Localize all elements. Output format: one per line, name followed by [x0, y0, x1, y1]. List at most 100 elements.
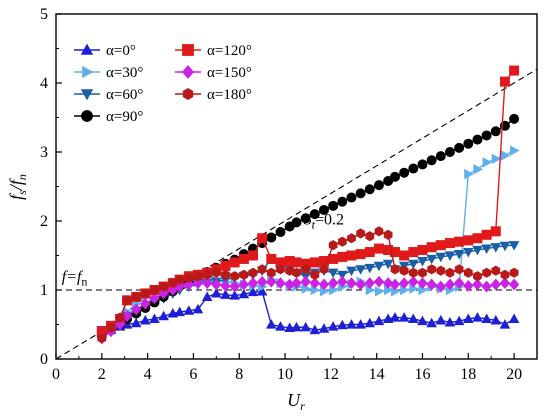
legend-item: α=150°	[175, 65, 252, 81]
legend-marker	[181, 65, 195, 79]
data-point	[490, 226, 501, 237]
data-point	[184, 272, 194, 283]
data-point	[276, 264, 285, 275]
data-point	[472, 245, 483, 256]
data-point	[229, 290, 240, 300]
data-point	[454, 264, 464, 275]
data-point	[491, 153, 502, 165]
legend-item: α=90°	[74, 109, 143, 125]
data-point	[490, 314, 502, 325]
data-point	[473, 163, 483, 175]
data-point	[115, 318, 126, 331]
y-tick-label: 2	[40, 213, 48, 230]
data-point	[318, 278, 330, 291]
data-point	[201, 291, 213, 301]
data-point	[131, 303, 142, 316]
data-point	[509, 65, 520, 76]
x-axis-title: Ur	[287, 390, 305, 413]
data-point	[229, 257, 240, 268]
data-point	[275, 321, 286, 331]
data-point	[481, 280, 492, 293]
data-point	[472, 312, 483, 322]
data-point	[318, 323, 330, 333]
y-axis-title: fs/fn	[6, 174, 29, 200]
data-point	[266, 232, 277, 243]
legend-label: α=60°	[106, 87, 143, 103]
data-point	[266, 253, 277, 264]
legend-item: α=120°	[175, 43, 252, 59]
data-point	[499, 277, 511, 289]
data-point	[426, 242, 437, 253]
x-tick-label: 16	[414, 366, 430, 383]
data-point	[140, 288, 150, 299]
data-point	[364, 184, 375, 195]
data-point	[220, 289, 231, 299]
data-point	[399, 250, 410, 261]
data-point	[211, 288, 222, 298]
data-point	[481, 130, 492, 141]
data-point	[130, 317, 142, 328]
data-point	[453, 315, 465, 326]
data-point	[150, 284, 159, 296]
data-point	[183, 305, 195, 315]
natural-frequency-label: f=fn	[62, 269, 88, 289]
data-point	[256, 285, 268, 296]
data-point	[356, 228, 366, 239]
data-point	[346, 192, 357, 203]
data-point	[373, 315, 385, 326]
data-point	[364, 247, 375, 258]
data-point	[365, 231, 375, 242]
y-tick-label: 1	[40, 282, 48, 299]
data-point	[481, 313, 492, 324]
legend-marker	[182, 44, 194, 56]
legend-label: α=120°	[207, 43, 252, 59]
data-point	[239, 269, 249, 280]
data-point	[337, 270, 348, 281]
data-point	[436, 265, 446, 276]
legend-marker	[80, 43, 94, 55]
data-point	[435, 280, 446, 293]
data-point	[238, 253, 249, 264]
data-point	[390, 264, 400, 275]
data-point	[220, 260, 231, 271]
data-point	[499, 319, 511, 329]
x-tick-label: 6	[189, 366, 197, 383]
data-point	[300, 321, 311, 332]
data-point	[445, 267, 455, 278]
data-point	[510, 145, 520, 156]
data-point	[463, 247, 474, 258]
data-point	[408, 267, 418, 278]
legend-marker	[81, 110, 93, 122]
data-point	[301, 264, 311, 275]
data-point	[140, 314, 151, 325]
data-point	[140, 297, 151, 310]
data-point	[374, 226, 384, 237]
data-point	[291, 321, 302, 332]
data-point	[454, 236, 465, 247]
data-point	[97, 333, 107, 344]
data-point	[417, 277, 428, 289]
data-point	[106, 322, 116, 334]
data-point	[364, 263, 376, 274]
data-point	[454, 142, 465, 153]
data-point	[266, 267, 276, 278]
data-point	[247, 286, 259, 297]
data-point	[355, 278, 366, 291]
data-point	[122, 295, 132, 306]
data-point	[275, 277, 286, 289]
data-point	[463, 235, 474, 246]
data-point	[257, 275, 268, 288]
data-point	[464, 168, 474, 180]
x-tick-label: 2	[98, 366, 106, 383]
y-tick-label: 5	[40, 6, 48, 23]
data-point	[327, 321, 339, 331]
data-point	[167, 284, 178, 296]
series-0	[96, 285, 520, 337]
data-point	[309, 324, 321, 335]
data-point	[399, 167, 410, 178]
data-point	[472, 278, 483, 291]
data-point	[337, 196, 348, 207]
data-point	[175, 274, 185, 285]
data-point	[408, 259, 419, 270]
